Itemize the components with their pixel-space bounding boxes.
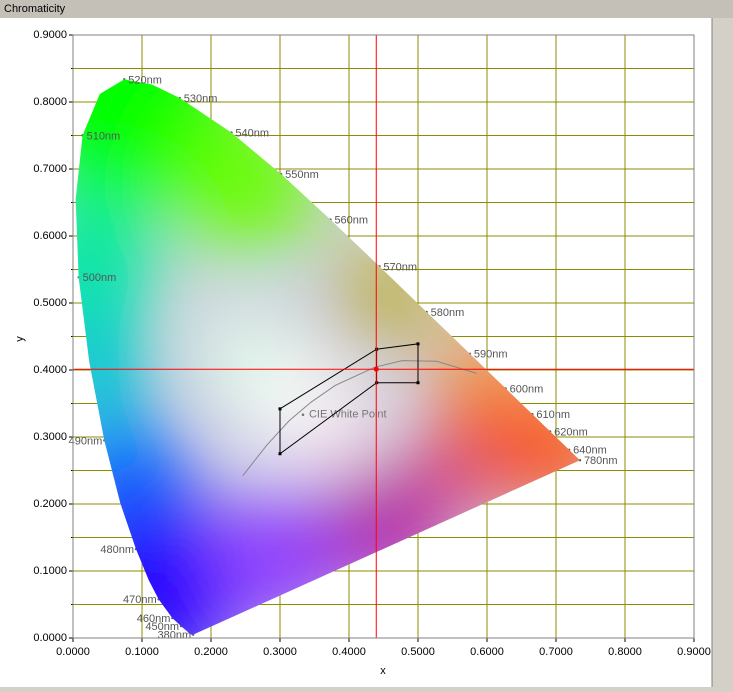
wavelength-label: 540nm xyxy=(235,128,269,140)
bin-corner xyxy=(417,381,420,384)
x-tick-label: 0.4000 xyxy=(332,646,366,658)
x-tick-label: 0.0000 xyxy=(56,646,90,658)
wavelength-label: 580nm xyxy=(431,307,465,319)
x-tick-label: 0.2000 xyxy=(194,646,228,658)
y-tick-label: 0.5000 xyxy=(33,297,67,309)
y-tick-label: 0.4000 xyxy=(33,364,67,376)
x-tick-label: 0.6000 xyxy=(470,646,504,658)
y-axis-label: y xyxy=(14,336,26,342)
x-tick-label: 0.9000 xyxy=(677,646,711,658)
y-tick-label: 0.9000 xyxy=(33,29,67,41)
wavelength-label: 480nm xyxy=(100,544,134,556)
bin-corner xyxy=(279,407,282,410)
y-tick-label: 0.6000 xyxy=(33,230,67,242)
wavelength-label: 490nm xyxy=(69,435,103,447)
x-axis-label: x xyxy=(380,665,386,677)
y-tick-label: 0.3000 xyxy=(33,431,67,443)
wavelength-label: 500nm xyxy=(83,272,117,284)
wavelength-label: 620nm xyxy=(554,426,588,438)
x-tick-label: 0.7000 xyxy=(539,646,573,658)
side-bar xyxy=(712,18,733,687)
wavelength-label: 520nm xyxy=(128,74,162,86)
x-tick-label: 0.1000 xyxy=(125,646,159,658)
wavelength-label: 590nm xyxy=(474,349,508,361)
measured-point xyxy=(374,367,379,372)
y-tick-label: 0.7000 xyxy=(33,163,67,175)
wavelength-label: 530nm xyxy=(184,93,218,105)
wavelength-label: 780nm xyxy=(584,455,618,467)
bin-corner xyxy=(279,452,282,455)
x-tick-label: 0.3000 xyxy=(263,646,297,658)
wavelength-label: 560nm xyxy=(334,214,368,226)
wavelength-label: 470nm xyxy=(123,594,157,606)
wavelength-label: 380nm xyxy=(157,630,191,642)
gamut-blob xyxy=(201,312,291,402)
wavelength-label: 550nm xyxy=(285,169,319,181)
y-tick-label: 0.0000 xyxy=(33,632,67,644)
x-tick-label: 0.8000 xyxy=(608,646,642,658)
white-point-label: CIE White Point xyxy=(309,409,387,421)
white-point xyxy=(302,413,305,416)
x-tick-label: 0.5000 xyxy=(401,646,435,658)
bin-corner xyxy=(417,342,420,345)
wavelength-label: 610nm xyxy=(536,409,570,421)
wavelength-label: 570nm xyxy=(383,261,417,273)
y-tick-label: 0.1000 xyxy=(33,565,67,577)
title-bar xyxy=(0,0,733,18)
wavelength-label: 600nm xyxy=(510,383,544,395)
y-tick-label: 0.8000 xyxy=(33,96,67,108)
window-title: Chromaticity xyxy=(4,3,66,15)
y-tick-label: 0.2000 xyxy=(33,498,67,510)
wavelength-label: 510nm xyxy=(87,130,121,142)
